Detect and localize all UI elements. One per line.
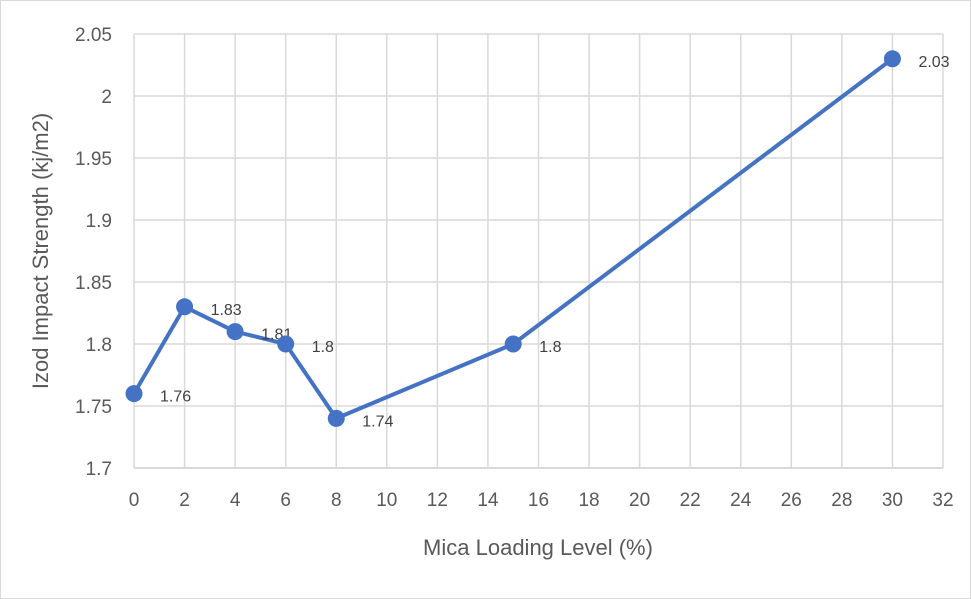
y-tick-label: 1.7 [86, 459, 112, 480]
x-tick-label: 2 [179, 490, 190, 511]
x-tick-label: 10 [376, 490, 397, 511]
x-tick-label: 28 [831, 490, 852, 511]
x-tick-label: 4 [230, 490, 241, 511]
series: 1.761.831.811.81.741.82.03 [125, 50, 950, 430]
x-tick-label: 14 [477, 490, 499, 511]
data-label: 2.03 [918, 54, 949, 71]
y-tick-label: 1.9 [86, 211, 112, 232]
data-point [504, 335, 522, 353]
data-label: 1.8 [312, 339, 334, 356]
y-tick-labels: 1.7 1.75 1.8 1.85 1.9 1.95 2 2.05 [75, 25, 112, 480]
data-point [125, 385, 143, 403]
data-point [277, 335, 295, 353]
data-label: 1.74 [362, 413, 393, 430]
x-tick-label: 24 [730, 490, 752, 511]
x-tick-label: 8 [331, 490, 342, 511]
x-tick-label: 0 [129, 490, 140, 511]
y-tick-label: 1.8 [86, 335, 112, 356]
data-point [226, 323, 244, 341]
x-tick-label: 6 [280, 490, 291, 511]
x-tick-labels: 0 2 4 6 8 10 12 14 16 18 20 22 24 26 28 30 32 [129, 490, 954, 511]
y-axis-label: Izod Impact Strength (kj/m2) [28, 113, 53, 389]
x-tick-label: 18 [578, 490, 599, 511]
y-tick-label: 1.75 [75, 397, 112, 418]
y-tick-label: 2.05 [75, 25, 112, 46]
x-tick-label: 16 [528, 490, 549, 511]
y-tick-label: 2 [101, 87, 112, 108]
data-point [883, 50, 901, 68]
x-axis-label: Mica Loading Level (%) [423, 535, 653, 560]
y-tick-label: 1.85 [75, 273, 112, 294]
x-tick-label: 32 [932, 490, 953, 511]
x-tick-label: 22 [680, 490, 701, 511]
data-label: 1.83 [211, 302, 242, 319]
x-tick-label: 20 [629, 490, 650, 511]
data-label: 1.76 [160, 389, 191, 406]
data-point [176, 298, 194, 316]
x-tick-label: 12 [427, 490, 448, 511]
x-tick-label: 30 [882, 490, 903, 511]
y-tick-label: 1.95 [75, 149, 112, 170]
data-point [327, 409, 345, 427]
x-tick-label: 26 [781, 490, 802, 511]
data-label: 1.8 [539, 339, 561, 356]
